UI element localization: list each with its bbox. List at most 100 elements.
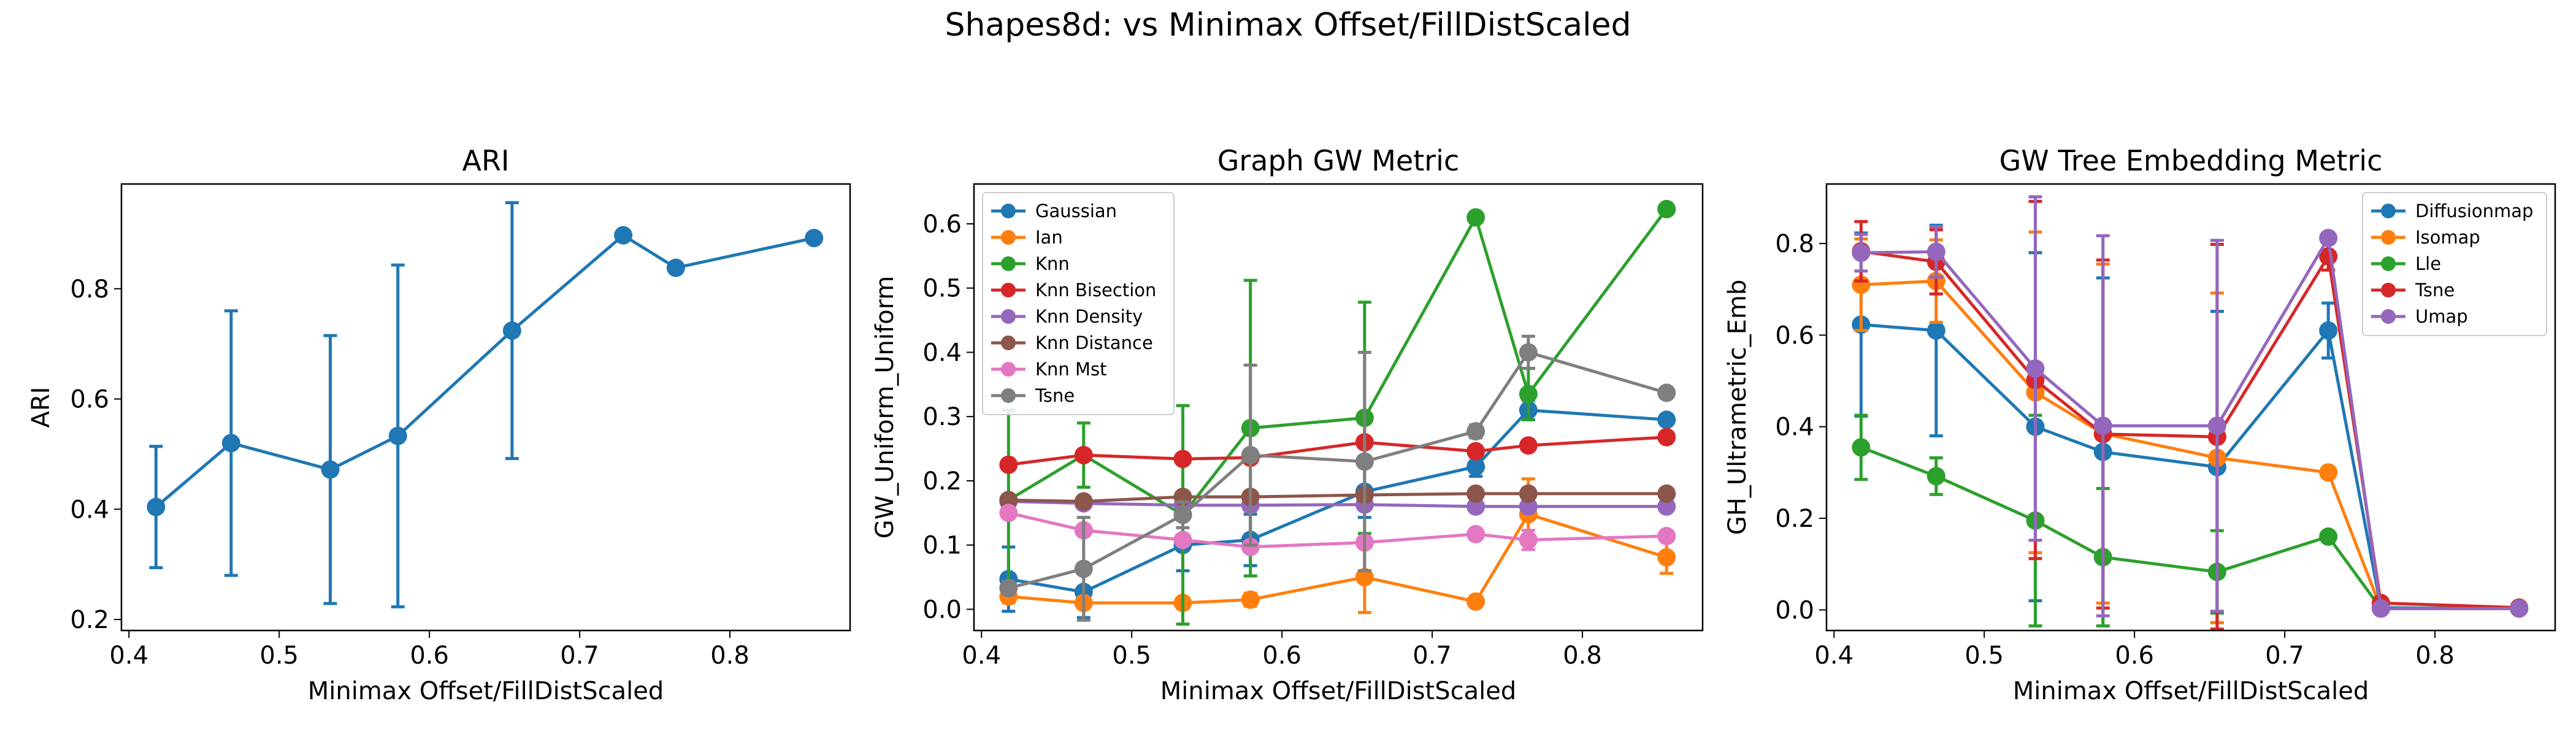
legend-item: Knn Bisection bbox=[991, 280, 1156, 301]
data-point bbox=[2207, 416, 2226, 435]
legend-label: Knn Bisection bbox=[1035, 280, 1156, 301]
legend-label: Isomap bbox=[2415, 227, 2480, 248]
legend-swatch-marker bbox=[1001, 204, 1016, 218]
x-tick-label: 0.6 bbox=[2115, 642, 2154, 670]
legend-item: Ian bbox=[991, 227, 1063, 248]
data-point bbox=[2026, 359, 2045, 378]
y-tick-label: 0.6 bbox=[922, 210, 962, 239]
x-tick-label: 0.7 bbox=[560, 642, 599, 670]
data-point bbox=[1519, 385, 1538, 404]
x-tick-label: 0.4 bbox=[109, 642, 148, 670]
legend-swatch-marker bbox=[1001, 362, 1016, 377]
data-point bbox=[2319, 321, 2338, 340]
y-tick-label: 0.2 bbox=[1775, 505, 1814, 533]
series-line bbox=[1861, 279, 2520, 610]
x-tick-label: 0.7 bbox=[2265, 642, 2304, 670]
legend-swatch-marker bbox=[1001, 335, 1016, 350]
data-point bbox=[2093, 416, 2112, 435]
x-tick-label: 0.4 bbox=[1814, 642, 1853, 670]
y-tick-label: 0.6 bbox=[1775, 321, 1814, 350]
data-point bbox=[805, 229, 824, 248]
series-line bbox=[1008, 350, 1667, 590]
series-knn-mst bbox=[999, 504, 1676, 556]
x-axis-label: Minimax Offset/FillDistScaled bbox=[2013, 677, 2369, 705]
legend-swatch-marker bbox=[1001, 388, 1016, 403]
data-point bbox=[2510, 599, 2529, 618]
data-point bbox=[1657, 410, 1676, 429]
data-point bbox=[1852, 243, 1871, 262]
data-point bbox=[614, 226, 633, 245]
legend-swatch-marker bbox=[2381, 256, 2396, 271]
y-axis-label: GW_Uniform_Uniform bbox=[871, 276, 899, 539]
data-point bbox=[1173, 505, 1192, 524]
chart-title: GW Tree Embedding Metric bbox=[1999, 144, 2383, 177]
x-tick-label: 0.5 bbox=[1965, 642, 2004, 670]
data-point bbox=[321, 460, 340, 479]
x-tick-label: 0.6 bbox=[410, 642, 449, 670]
axes-frame bbox=[120, 183, 851, 632]
legend-item: Umap bbox=[2371, 306, 2468, 327]
legend-label: Tsne bbox=[2415, 280, 2455, 301]
data-point bbox=[1657, 484, 1676, 503]
data-point bbox=[1466, 422, 1485, 441]
series-line bbox=[1861, 323, 2520, 610]
legend-label: Knn bbox=[1035, 253, 1070, 274]
axes-frame bbox=[973, 183, 1704, 632]
data-point bbox=[1074, 492, 1093, 511]
data-point bbox=[1519, 531, 1538, 550]
legend-item: Knn bbox=[991, 253, 1070, 274]
data-point bbox=[1466, 497, 1485, 516]
data-point bbox=[1519, 343, 1538, 362]
y-tick-label: 0.1 bbox=[922, 532, 962, 560]
data-point bbox=[1657, 548, 1676, 567]
data-point bbox=[221, 434, 240, 453]
data-point bbox=[1657, 427, 1676, 447]
x-axis-label: Minimax Offset/FillDistScaled bbox=[308, 677, 664, 705]
data-point bbox=[999, 455, 1018, 474]
legend-item: Tsne bbox=[2371, 280, 2455, 301]
data-point bbox=[1852, 438, 1871, 457]
x-tick-label: 0.7 bbox=[1413, 642, 1452, 670]
data-point bbox=[1926, 242, 1945, 261]
x-tick-label: 0.6 bbox=[1262, 642, 1301, 670]
y-tick-label: 0.6 bbox=[70, 386, 109, 414]
data-point bbox=[2319, 463, 2338, 482]
data-point bbox=[1657, 199, 1676, 218]
x-axis-label: Minimax Offset/FillDistScaled bbox=[1160, 677, 1517, 705]
legend-swatch-marker bbox=[2381, 204, 2396, 218]
legend-item: Lle bbox=[2371, 253, 2441, 274]
legend-swatch-marker bbox=[1001, 283, 1016, 297]
data-point bbox=[2319, 527, 2338, 546]
data-point bbox=[1519, 497, 1538, 516]
x-tick-label: 0.5 bbox=[1112, 642, 1151, 670]
data-point bbox=[1241, 590, 1260, 609]
legend-item: Isomap bbox=[2371, 227, 2480, 248]
y-tick-label: 0.5 bbox=[922, 275, 962, 303]
legend: Gaussian Ian Knn Knn Bisection Knn Density Kn… bbox=[982, 192, 1175, 415]
y-tick-label: 0.4 bbox=[922, 339, 962, 367]
legend-label: Knn Mst bbox=[1035, 359, 1107, 380]
legend-label: Gaussian bbox=[1035, 201, 1117, 221]
data-point bbox=[1657, 383, 1676, 402]
legend-item: Tsne bbox=[991, 385, 1075, 406]
data-point bbox=[2319, 229, 2338, 248]
data-point bbox=[1466, 524, 1485, 543]
legend-item: Gaussian bbox=[991, 201, 1117, 221]
chart-3: GW Tree Embedding Metric 0.4 0.5 0.6 0.7 0.8 0… bbox=[1723, 144, 2556, 705]
data-point bbox=[1466, 592, 1485, 611]
x-tick-label: 0.8 bbox=[1563, 642, 1602, 670]
legend-label: Knn Distance bbox=[1035, 332, 1153, 353]
data-point bbox=[1466, 457, 1485, 476]
y-tick-label: 0.2 bbox=[922, 467, 962, 496]
data-point bbox=[1926, 467, 1945, 486]
x-tick-label: 0.4 bbox=[962, 642, 1001, 670]
y-tick-label: 0.4 bbox=[70, 496, 109, 524]
legend-item: Diffusionmap bbox=[2371, 201, 2533, 221]
legend-label: Umap bbox=[2415, 306, 2468, 327]
series-umap bbox=[1852, 195, 2529, 618]
y-tick-label: 0.0 bbox=[922, 596, 962, 624]
legend-swatch-marker bbox=[2381, 283, 2396, 297]
